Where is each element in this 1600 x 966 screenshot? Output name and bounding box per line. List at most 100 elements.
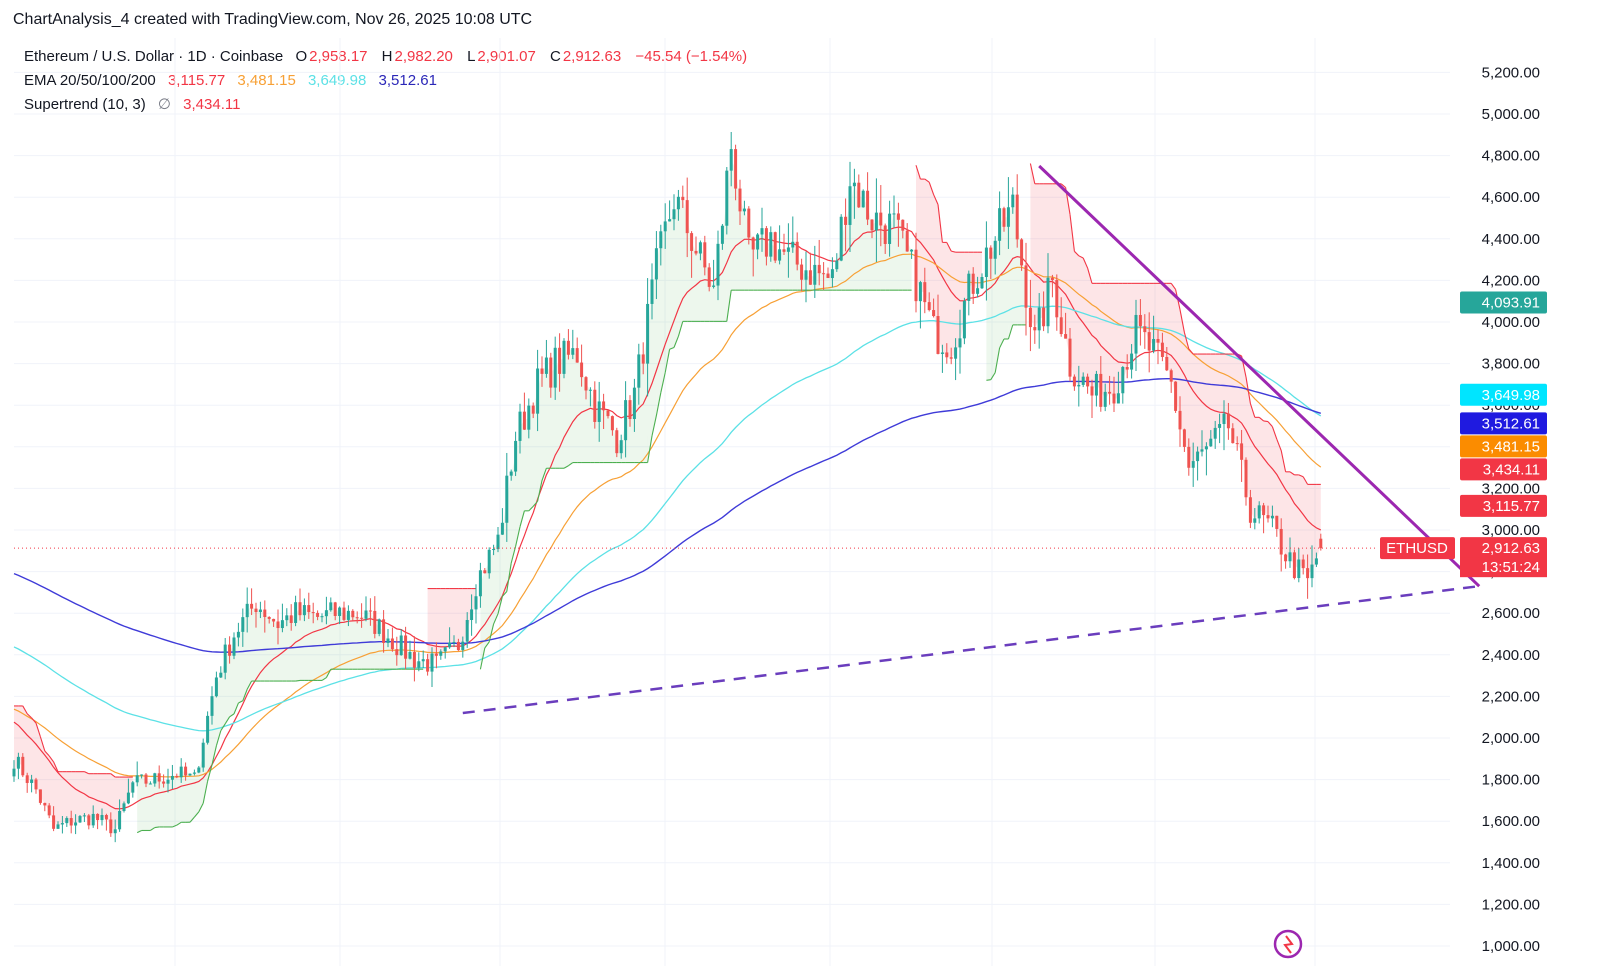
- candlestick-series[interactable]: [12, 131, 1379, 843]
- supertrend-band: [1131, 283, 1136, 362]
- supertrend-band: [819, 269, 824, 291]
- supertrend-band: [436, 588, 441, 655]
- supertrend-segment: [35, 722, 41, 737]
- supertrend-segment: [26, 713, 32, 719]
- candle-body: [1068, 338, 1072, 377]
- candle-body: [1006, 207, 1010, 227]
- price-tag-3,649.98: 3,649.98: [1460, 383, 1547, 406]
- candle-body: [751, 237, 755, 250]
- supertrend-band: [691, 242, 696, 322]
- price-tag-bg: [1460, 412, 1547, 435]
- candle-body: [725, 170, 729, 226]
- candle-body: [65, 818, 69, 824]
- hidden-eye-icon[interactable]: ∅: [157, 96, 171, 113]
- candle-body: [1231, 428, 1235, 444]
- candle-body: [575, 348, 579, 363]
- candle-body: [166, 779, 170, 784]
- candle-body: [184, 766, 188, 776]
- candle-body: [954, 347, 958, 359]
- candle-body: [201, 742, 205, 768]
- candle-body: [298, 602, 302, 616]
- supertrend-segment: [325, 668, 332, 678]
- supertrend-band: [924, 179, 930, 307]
- candle-body: [967, 273, 971, 301]
- candle-body: [901, 219, 905, 231]
- candle-body: [659, 231, 663, 249]
- supertrend-legend-row[interactable]: Supertrend (10, 3) ∅ 3,434.11: [24, 95, 242, 113]
- candle-body: [769, 232, 773, 257]
- candle-body: [940, 352, 944, 354]
- supertrend-segment: [651, 415, 657, 437]
- candle-body: [536, 368, 540, 414]
- ema-legend-row[interactable]: EMA 20/50/100/200 3,115.77 3,481.15 3,64…: [24, 72, 439, 89]
- price-axis-tick: 2,200.00: [1482, 688, 1540, 705]
- symbol-legend-row[interactable]: Ethereum / U.S. Dollar · 1D · Coinbase O…: [24, 48, 749, 65]
- supertrend-band: [907, 241, 912, 291]
- candle-body: [1275, 515, 1279, 529]
- supertrend-band: [163, 781, 168, 827]
- supertrend-segment: [295, 679, 301, 682]
- candle-body: [443, 647, 447, 652]
- candle-body: [1015, 194, 1019, 240]
- ema-lines: [13, 226, 1322, 810]
- supertrend-segment: [928, 181, 935, 195]
- high-label: H: [381, 48, 393, 65]
- supertrend-segment: [1280, 450, 1287, 472]
- supertrend-band: [440, 588, 446, 654]
- candle-body: [492, 549, 496, 551]
- supertrend-segment: [1078, 255, 1084, 259]
- candle-body: [496, 534, 500, 550]
- price-tag-text: 2,912.63: [1482, 540, 1540, 557]
- supertrend-band: [172, 776, 177, 827]
- supertrend-band: [929, 182, 934, 314]
- candle-body: [1099, 373, 1103, 407]
- candle-body: [294, 602, 298, 623]
- candle-body: [1209, 438, 1213, 447]
- candle-body: [434, 653, 438, 656]
- supertrend-segment: [238, 700, 244, 704]
- supertrend-band: [1039, 183, 1044, 319]
- candle-body: [1314, 558, 1318, 565]
- close-value: 2,912.63: [562, 48, 622, 65]
- countdown-text: 13:51:24: [1482, 559, 1540, 576]
- candle-body: [1270, 515, 1274, 519]
- supertrend-band: [154, 777, 160, 828]
- supertrend-band: [493, 541, 498, 625]
- trendlines[interactable]: [462, 164, 1481, 715]
- candle-body: [342, 607, 346, 620]
- supertrend-band: [322, 613, 327, 681]
- supertrend-band: [1298, 474, 1304, 569]
- supertrend-segment: [110, 773, 116, 778]
- candle-body: [324, 610, 328, 617]
- supertrend-band: [581, 369, 586, 463]
- supertrend-band: [564, 347, 569, 469]
- candle-body: [1292, 552, 1296, 579]
- candle-body: [280, 620, 284, 629]
- candle-body: [96, 813, 100, 821]
- supertrend-segment: [506, 563, 512, 592]
- candle-body: [1077, 384, 1081, 387]
- supertrend-band: [990, 249, 996, 380]
- supertrend-band: [185, 771, 190, 823]
- resistance-trendline: [1038, 164, 1481, 588]
- candle-body: [654, 248, 658, 280]
- candle-body: [1042, 307, 1046, 327]
- price-tag-bg: [1460, 458, 1547, 481]
- candle-body: [210, 696, 214, 716]
- supertrend-segment: [1276, 438, 1282, 451]
- supertrend-band: [1254, 417, 1260, 521]
- supertrend-segment: [563, 465, 569, 469]
- ema20-value: 3,115.77: [167, 72, 226, 89]
- candle-body: [1244, 459, 1248, 498]
- price-axis-tick: 2,000.00: [1482, 730, 1540, 747]
- open-value: 2,958.17: [309, 48, 368, 65]
- candle-body: [104, 815, 108, 820]
- supertrend-band: [1034, 183, 1040, 329]
- price-axis-tick: 4,000.00: [1482, 314, 1540, 331]
- candle-body: [439, 651, 443, 656]
- candle-body: [716, 243, 720, 286]
- candle-body: [228, 644, 232, 656]
- supertrend-band: [1294, 474, 1299, 569]
- candle-body: [1130, 353, 1134, 370]
